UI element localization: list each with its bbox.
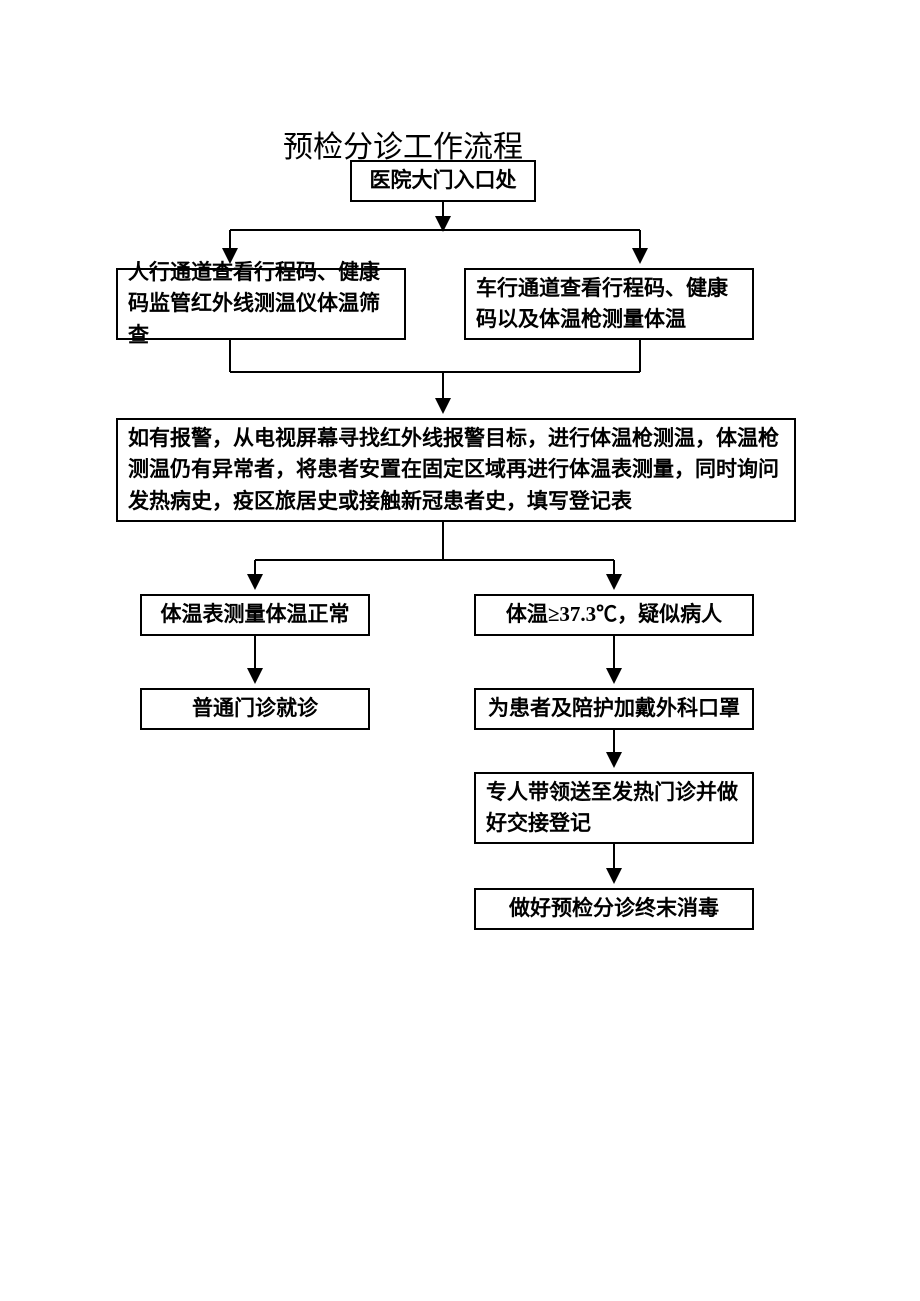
node-vehicle-check: 车行通道查看行程码、健康码以及体温枪测量体温 bbox=[464, 268, 754, 340]
node-fever-clinic: 专人带领送至发热门诊并做好交接登记 bbox=[474, 772, 754, 844]
node-mask: 为患者及陪护加戴外科口罩 bbox=[474, 688, 754, 730]
node-temp-normal: 体温表测量体温正常 bbox=[140, 594, 370, 636]
flowchart-canvas: 预检分诊工作流程 医院大门入口处 人行通道查看行程码、健康码监管红外线测温仪体温… bbox=[0, 0, 920, 1301]
node-general-clinic: 普通门诊就诊 bbox=[140, 688, 370, 730]
node-temp-high: 体温≥37.3℃，疑似病人 bbox=[474, 594, 754, 636]
node-alarm-handling: 如有报警，从电视屏幕寻找红外线报警目标，进行体温枪测温，体温枪测温仍有异常者，将… bbox=[116, 418, 796, 522]
node-pedestrian-check: 人行通道查看行程码、健康码监管红外线测温仪体温筛查 bbox=[116, 268, 406, 340]
node-entrance: 医院大门入口处 bbox=[350, 160, 536, 202]
node-disinfection: 做好预检分诊终末消毒 bbox=[474, 888, 754, 930]
